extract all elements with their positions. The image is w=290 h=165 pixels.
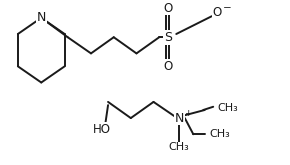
Text: S: S: [164, 31, 172, 44]
Text: CH₃: CH₃: [209, 129, 230, 139]
Text: HO: HO: [93, 123, 111, 136]
Text: N: N: [174, 112, 184, 125]
Text: −: −: [222, 3, 231, 13]
Text: O: O: [163, 2, 172, 15]
Text: CH₃: CH₃: [218, 103, 238, 113]
Text: +: +: [184, 109, 191, 118]
Text: O: O: [163, 60, 172, 73]
Text: CH₃: CH₃: [169, 142, 189, 152]
Text: O: O: [213, 6, 222, 19]
Text: N: N: [37, 11, 46, 24]
